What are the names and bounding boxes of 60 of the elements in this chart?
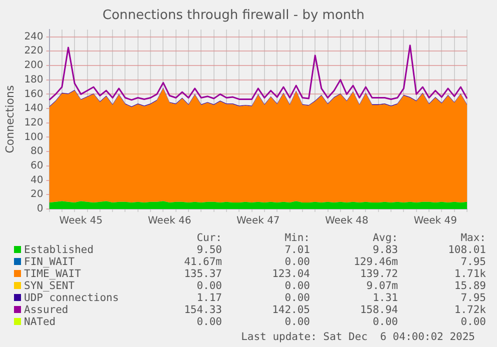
- legend-label: TIME_WAIT: [23, 268, 82, 280]
- y-tick-label: 120: [24, 117, 44, 128]
- text: 9.07m: [365, 280, 398, 292]
- y-tick-label: 240: [24, 31, 44, 42]
- text: 0.00: [284, 280, 310, 292]
- y-tick-label: 200: [24, 60, 44, 72]
- y-tick-label: 60: [30, 160, 44, 172]
- text: 1.17: [196, 292, 222, 304]
- text: Min:: [284, 232, 310, 244]
- y-tick-label: 0: [36, 204, 44, 215]
- x-tick-label: Week 46: [148, 216, 192, 227]
- text: 15.89: [453, 280, 486, 292]
- text: 123.04: [271, 268, 310, 280]
- text: 9.50: [196, 244, 222, 256]
- text: 0.00: [284, 292, 310, 304]
- y-tick-label: 180: [24, 74, 44, 86]
- text: 139.72: [359, 268, 398, 280]
- chart-title: Connections through firewall - by month: [102, 8, 364, 24]
- text: Avg:: [372, 232, 398, 244]
- legend-label: UDP connections: [23, 292, 120, 304]
- text: 135.37: [183, 268, 222, 280]
- text: 1.72k: [453, 304, 486, 316]
- x-tick-label: Week 49: [414, 216, 458, 227]
- x-tick-label: Week 48: [325, 216, 368, 227]
- text: 0.00: [196, 316, 222, 328]
- y-tick-label: 160: [24, 88, 44, 100]
- y-tick-label: 80: [30, 146, 44, 158]
- y-axis-title: Connections: [3, 85, 16, 154]
- text: 108.01: [447, 244, 486, 256]
- y-tick-label: 100: [24, 132, 44, 143]
- text: 7.01: [284, 244, 310, 256]
- text: Cur:: [196, 232, 222, 244]
- text: 41.67m: [183, 256, 222, 268]
- text: 0.00: [284, 256, 310, 268]
- text: 1.71k: [453, 268, 486, 280]
- y-tick-label: 140: [24, 103, 44, 114]
- text: Max:: [460, 232, 486, 244]
- text: 129.46m: [352, 256, 398, 268]
- text: 9.83: [372, 244, 398, 256]
- x-tick-label: Week 47: [236, 216, 280, 227]
- y-tick-label: 40: [30, 174, 44, 186]
- text: Last update: Sat Dec 6 04:00:02 2025: [241, 331, 475, 343]
- text: 1.31: [372, 292, 398, 304]
- text: 158.94: [359, 304, 398, 316]
- text: 0.00: [372, 316, 398, 328]
- legend-label: SYN_SENT: [23, 280, 76, 292]
- y-tick-label: 20: [30, 189, 44, 200]
- y-tick-label: 220: [24, 46, 44, 57]
- text: 0.00: [460, 316, 486, 328]
- text: 142.05: [271, 304, 310, 316]
- legend-label: Established: [23, 244, 95, 256]
- legend-label: FIN_WAIT: [23, 256, 76, 268]
- legend-label: NATed: [23, 316, 57, 328]
- text: 7.95: [460, 256, 486, 268]
- text: 0.00: [196, 280, 222, 292]
- text: 0.00: [284, 316, 310, 328]
- x-tick-label: Week 45: [59, 216, 103, 227]
- legend-label: Assured: [23, 304, 70, 316]
- text: 7.95: [460, 292, 486, 304]
- text: 154.33: [183, 304, 222, 316]
